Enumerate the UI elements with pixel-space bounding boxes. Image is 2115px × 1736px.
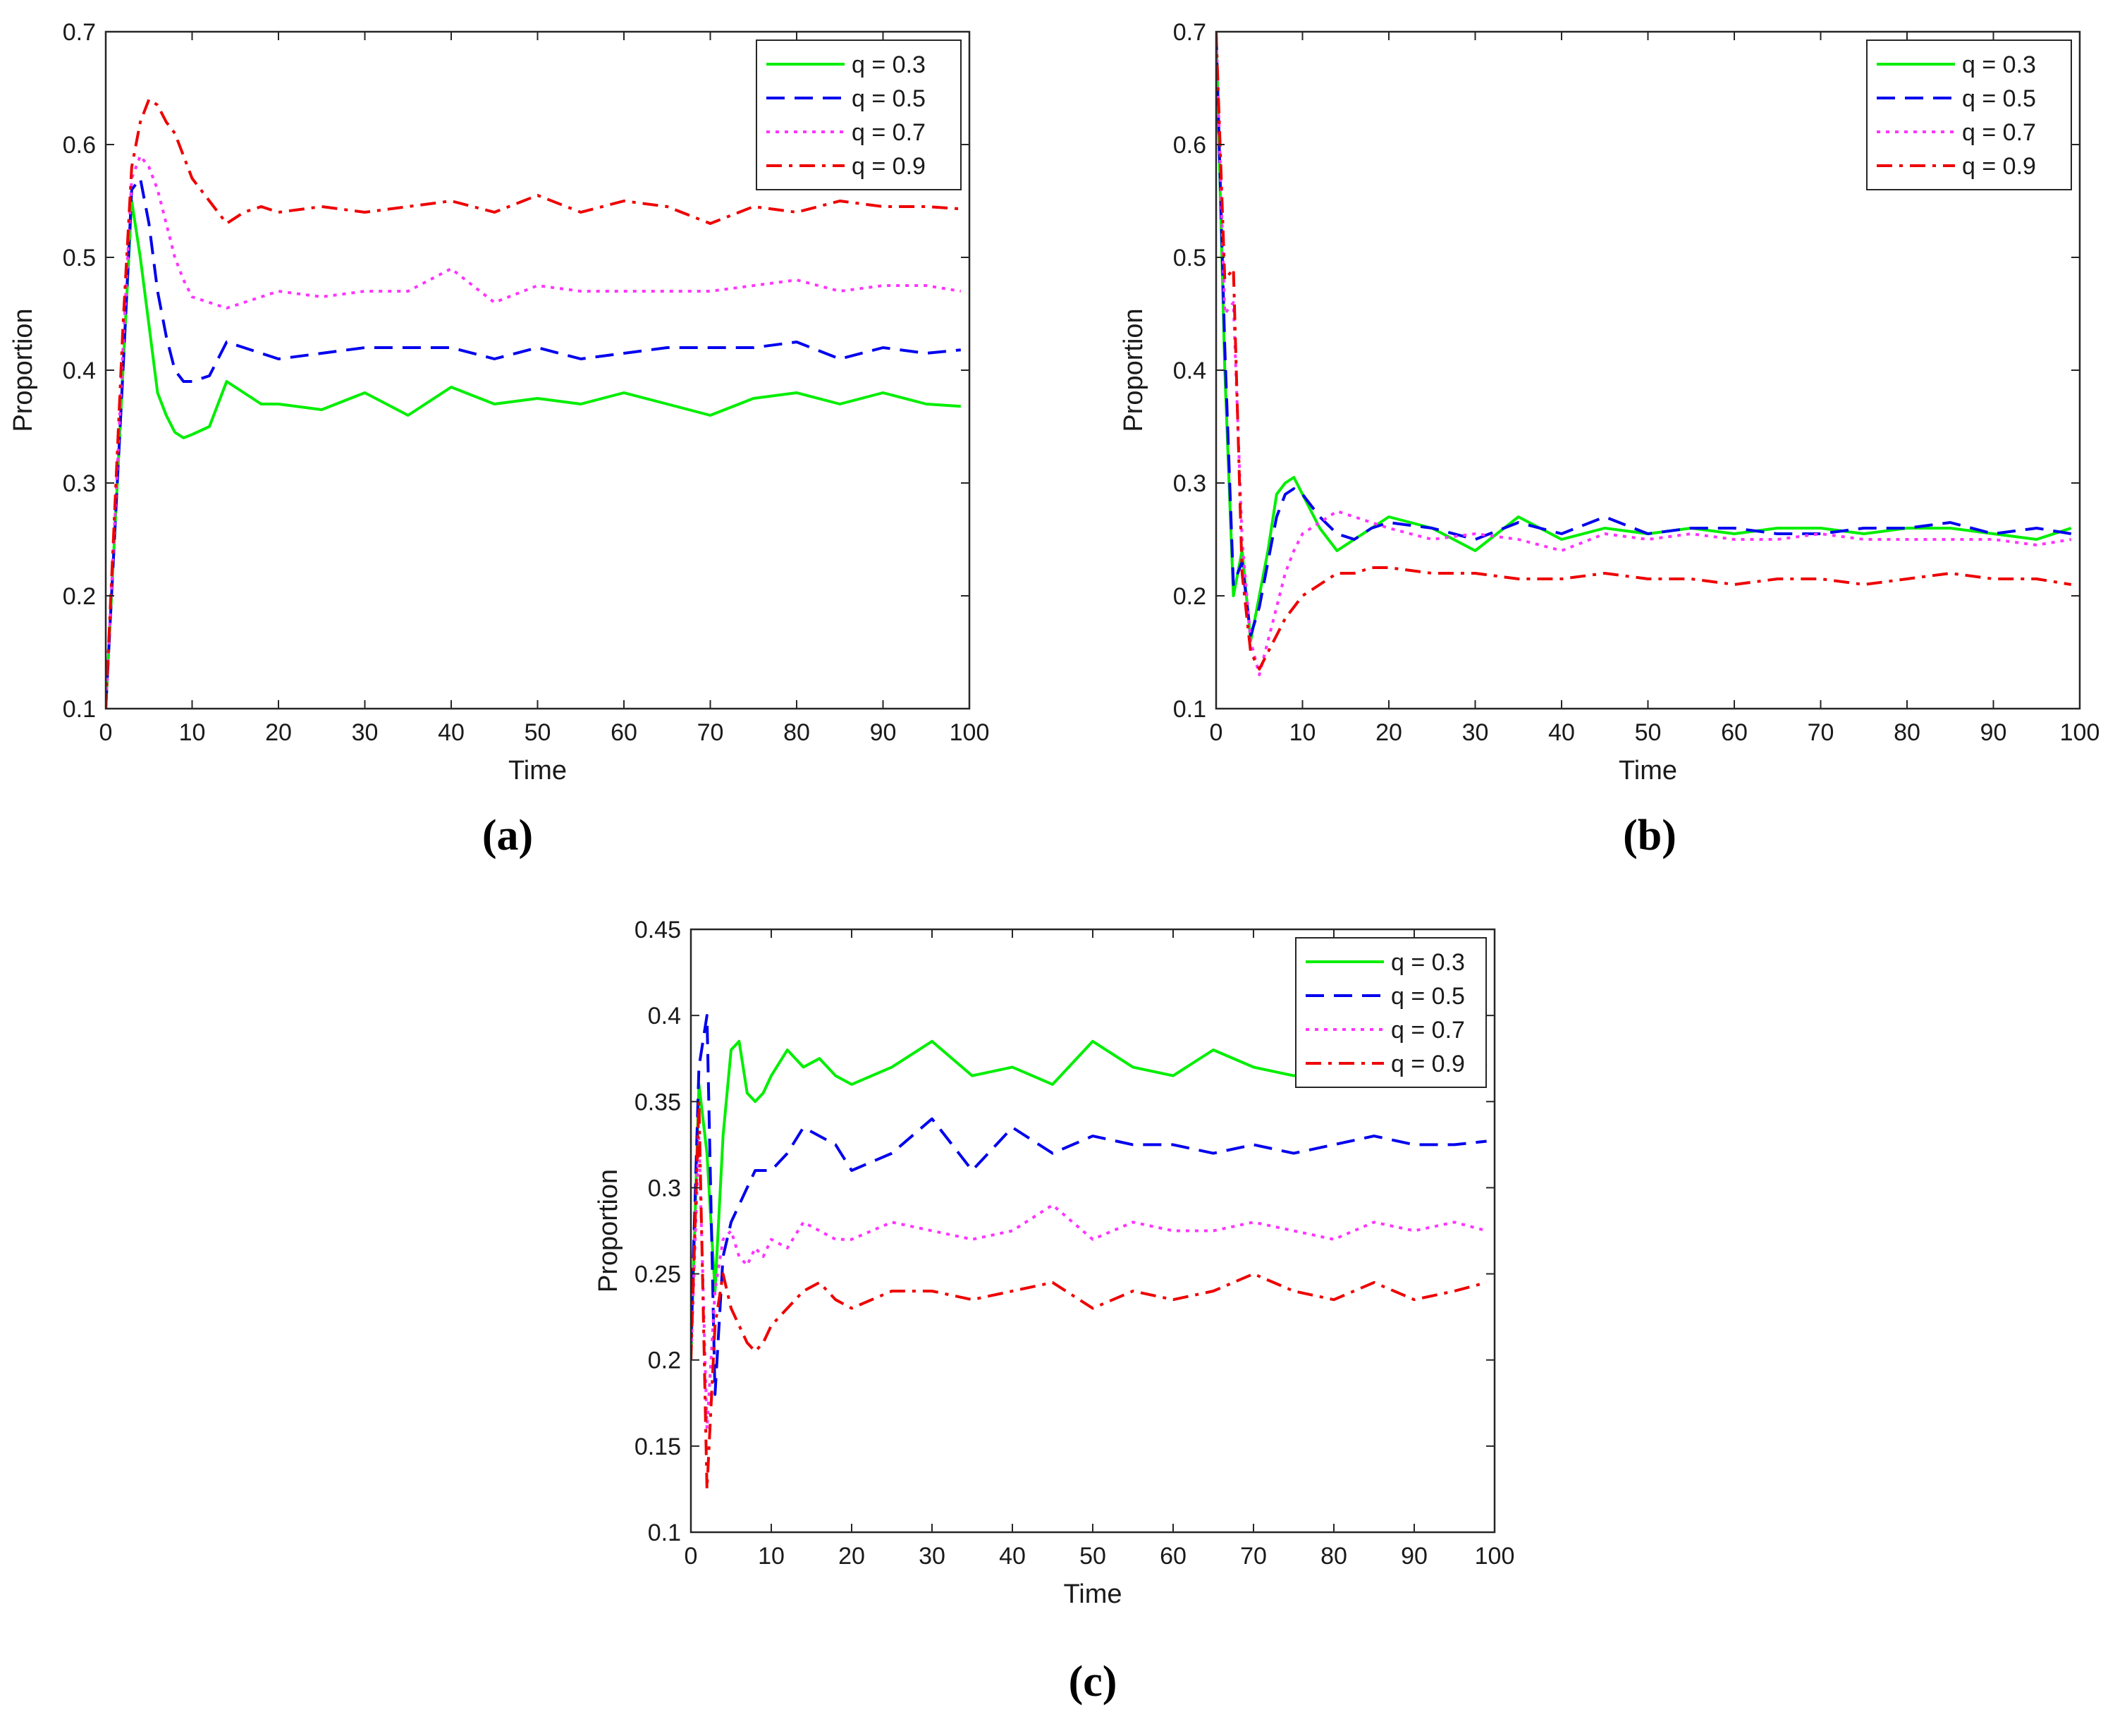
series-line-3 <box>106 154 962 709</box>
x-tick-label: 0 <box>1210 719 1223 746</box>
x-tick-label: 100 <box>1475 1543 1515 1570</box>
x-tick-label: 80 <box>1894 719 1920 746</box>
x-axis-label: Time <box>1619 756 1677 786</box>
x-tick-label: 60 <box>1160 1543 1187 1570</box>
series-group <box>691 1014 1488 1491</box>
x-tick-label: 70 <box>697 719 724 746</box>
x-tick-label: 70 <box>1808 719 1834 746</box>
y-tick-label: 0.45 <box>634 917 681 943</box>
legend: q = 0.3 q = 0.5 q = 0.7 q = 0.9 <box>1295 937 1487 1088</box>
y-tick-label: 0.3 <box>1173 470 1206 497</box>
legend-label-1: q = 0.3 <box>1962 51 2036 78</box>
x-tick-label: 100 <box>2060 719 2100 746</box>
series-group <box>106 98 962 709</box>
x-tick-label: 40 <box>1548 719 1575 746</box>
legend-label-3: q = 0.7 <box>1391 1017 1465 1044</box>
caption-a: (a) <box>482 812 534 860</box>
series-line-2 <box>691 1014 1487 1396</box>
x-tick-label: 30 <box>352 719 379 746</box>
legend-label-4: q = 0.9 <box>852 153 926 180</box>
x-tick-label: 10 <box>179 719 206 746</box>
x-tick-label: 20 <box>1375 719 1402 746</box>
series-line-1 <box>1216 32 2072 642</box>
x-tick-label: 30 <box>1462 719 1489 746</box>
y-tick-label: 0.4 <box>648 1003 681 1029</box>
series-line-2 <box>1216 32 2072 637</box>
legend-label-1: q = 0.3 <box>852 51 926 78</box>
legend-label-2: q = 0.5 <box>852 85 926 112</box>
series-line-1 <box>106 200 961 709</box>
x-tick-label: 90 <box>870 719 897 746</box>
series-group <box>1216 32 2072 676</box>
y-tick-label: 0.7 <box>63 19 96 46</box>
y-tick-label: 0.3 <box>648 1175 681 1202</box>
y-tick-label: 0.25 <box>634 1261 681 1288</box>
x-tick-label: 80 <box>1320 1543 1347 1570</box>
y-tick-label: 0.4 <box>1173 357 1206 384</box>
x-tick-label: 10 <box>758 1543 785 1570</box>
x-tick-label: 0 <box>99 719 113 746</box>
series-line-4 <box>1216 32 2072 671</box>
y-axis-label: Proportion <box>1119 308 1148 432</box>
y-tick-label: 0.35 <box>634 1089 681 1115</box>
y-tick-label: 0.2 <box>1173 583 1206 610</box>
x-tick-label: 10 <box>1289 719 1316 746</box>
y-tick-label: 0.1 <box>63 696 96 723</box>
y-tick-label: 0.2 <box>648 1347 681 1374</box>
y-tick-label: 0.7 <box>1173 19 1206 46</box>
x-tick-label: 50 <box>1635 719 1662 746</box>
x-axis-label: Time <box>508 756 567 786</box>
y-tick-label: 0.4 <box>63 357 96 384</box>
x-tick-label: 70 <box>1240 1543 1267 1570</box>
series-line-3 <box>691 1135 1488 1431</box>
x-tick-label: 0 <box>685 1543 698 1570</box>
series-line-2 <box>106 177 961 709</box>
x-tick-label: 30 <box>919 1543 945 1570</box>
y-tick-label: 0.3 <box>63 470 96 497</box>
y-tick-label: 0.6 <box>1173 132 1206 159</box>
x-tick-label: 80 <box>783 719 810 746</box>
y-tick-label: 0.5 <box>1173 245 1206 271</box>
x-tick-label: 50 <box>525 719 551 746</box>
x-tick-label: 90 <box>1980 719 2007 746</box>
legend-label-2: q = 0.5 <box>1391 983 1465 1010</box>
y-axis-label: Proportion <box>594 1169 623 1292</box>
series-line-4 <box>691 1100 1488 1491</box>
y-tick-label: 0.1 <box>648 1520 681 1546</box>
x-tick-label: 60 <box>1721 719 1748 746</box>
x-axis-label: Time <box>1063 1579 1122 1609</box>
x-tick-label: 20 <box>838 1543 865 1570</box>
legend: q = 0.3 q = 0.5 q = 0.7 q = 0.9 <box>756 39 962 190</box>
legend-label-3: q = 0.7 <box>852 119 926 146</box>
y-tick-label: 0.1 <box>1173 696 1206 723</box>
caption-c: (c) <box>1068 1658 1117 1706</box>
chart-panel-c: 0 10 20 30 40 50 60 70 80 90 100 0.1 0.15 0.2 0.25 0.3 0… <box>594 917 1515 1609</box>
x-tick-label: 40 <box>999 1543 1026 1570</box>
x-tick-label: 90 <box>1401 1543 1428 1570</box>
x-tick-label: 100 <box>950 719 990 746</box>
series-line-1 <box>691 1039 1488 1360</box>
series-line-3 <box>1216 32 2072 676</box>
y-axis-label: Proportion <box>8 308 38 432</box>
y-tick-label: 0.15 <box>634 1434 681 1460</box>
legend-label-1: q = 0.3 <box>1391 949 1465 976</box>
caption-b: (b) <box>1623 812 1676 860</box>
chart-panel-b: 0 10 20 30 40 50 60 70 80 90 100 0.1 0.2 0.3 0.4 0.5 0.6… <box>1119 19 2100 786</box>
legend-label-2: q = 0.5 <box>1962 85 2036 112</box>
y-tick-label: 0.2 <box>63 583 96 610</box>
series-line-4 <box>106 98 961 709</box>
legend-label-3: q = 0.7 <box>1962 119 2036 146</box>
x-tick-label: 60 <box>611 719 637 746</box>
x-tick-label: 40 <box>438 719 465 746</box>
legend-label-4: q = 0.9 <box>1962 153 2036 180</box>
chart-panel-a: 0 10 20 30 40 50 60 70 80 90 100 0.1 0.2 0.3 0.4 0.5 0.6… <box>8 19 990 786</box>
x-tick-label: 50 <box>1079 1543 1106 1570</box>
legend-label-4: q = 0.9 <box>1391 1051 1465 1077</box>
legend: q = 0.3 q = 0.5 q = 0.7 q = 0.9 <box>1866 39 2072 190</box>
x-tick-label: 20 <box>265 719 292 746</box>
y-tick-label: 0.6 <box>63 132 96 159</box>
y-tick-label: 0.5 <box>63 245 96 271</box>
